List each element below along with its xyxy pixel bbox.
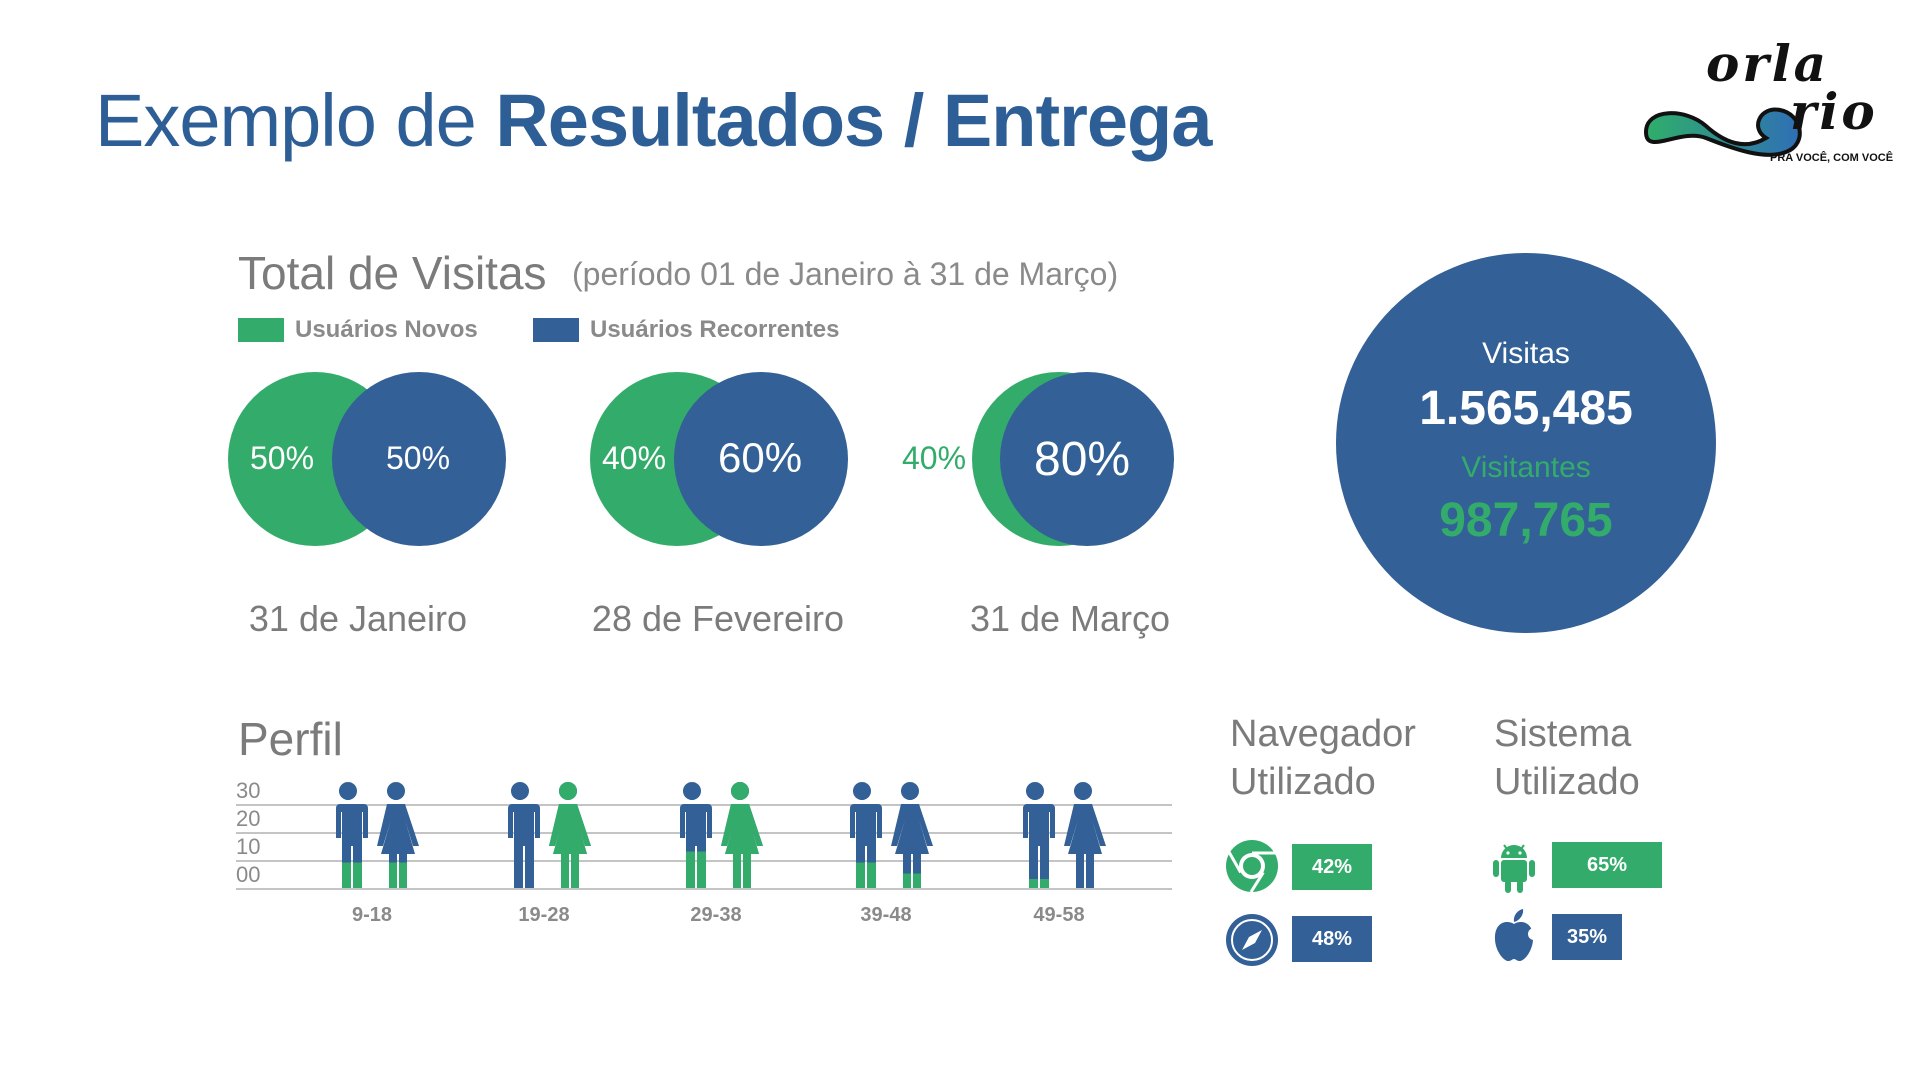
orla-rio-logo: orla rio PRA VOCÊ, COM VOCÊ — [1640, 34, 1893, 172]
male-figure-icon — [1019, 782, 1055, 888]
legend-swatch-new — [238, 318, 284, 342]
month-label-february: 28 de Fevereiro — [591, 598, 845, 639]
male-figure-icon — [332, 782, 368, 888]
pct-returning-march: 80% — [1034, 433, 1131, 486]
male-figure-body — [504, 782, 540, 888]
page-title: Exemplo de Resultados / Entrega — [95, 78, 1212, 163]
male-figure-icon — [846, 782, 882, 888]
logo-text-bottom: rio — [1790, 82, 1878, 141]
logo-text-top: orla — [1706, 34, 1830, 93]
visits-value: 1.565,485 — [1419, 382, 1633, 435]
female-figure-fill — [377, 862, 419, 888]
legend-label-new: Usuários Novos — [295, 316, 478, 343]
profile-chart: 30 20 10 00 9-18 19-28 29-38 39-48 49-58 — [236, 776, 1172, 926]
visits-heading: Total de Visitas — [238, 247, 547, 299]
male-figure-fill — [1019, 879, 1055, 888]
logo-tagline: PRA VOCÊ, COM VOCÊ — [1770, 152, 1894, 164]
visits-label: Visitas — [1482, 337, 1570, 370]
browser-heading-line1: Navegador — [1230, 713, 1416, 755]
title-bold: Resultados / Entrega — [495, 79, 1212, 162]
profile-heading: Perfil — [238, 713, 343, 765]
apple-icon — [1490, 908, 1540, 964]
visitors-value: 987,765 — [1439, 494, 1613, 547]
axis-label-20: 20 — [236, 806, 261, 831]
browser-chrome-pct: 42% — [1292, 844, 1372, 890]
circle-returning-march — [1000, 372, 1174, 546]
pct-new-january: 50% — [250, 440, 315, 476]
browser-heading: Navegador Utilizado — [1230, 710, 1416, 806]
axis-label-00: 00 — [236, 862, 261, 887]
figures-layer: 9-18 19-28 29-38 39-48 49-58 — [236, 776, 1172, 926]
age-label: 29-38 — [690, 904, 742, 926]
system-heading-line2: Utilizado — [1494, 761, 1640, 803]
browser-heading-line2: Utilizado — [1230, 761, 1376, 803]
venn-march: 40% 80% — [900, 372, 1180, 547]
system-android-pct: 65% — [1552, 842, 1662, 888]
female-figure-fill — [549, 782, 591, 888]
circle-returning-february — [674, 372, 848, 546]
female-figure-fill — [891, 873, 933, 888]
female-figure-icon — [891, 782, 933, 888]
legend-label-returning: Usuários Recorrentes — [590, 316, 840, 343]
logo-mark — [1643, 107, 1802, 157]
age-label: 49-58 — [1033, 904, 1085, 926]
system-apple-pct: 35% — [1552, 914, 1622, 960]
summary-circle: Visitas 1.565,485 Visitantes 987,765 — [1336, 253, 1716, 633]
circle-returning-january — [332, 372, 506, 546]
male-figure-body — [1019, 782, 1055, 888]
pct-returning-february: 60% — [718, 434, 803, 481]
legend-swatch-returning — [533, 318, 579, 342]
age-label: 39-48 — [860, 904, 912, 926]
title-light: Exemplo de — [95, 79, 496, 162]
venn-february: 40% 60% — [590, 372, 850, 547]
female-figure-icon — [377, 782, 419, 888]
pct-new-march: 40% — [902, 440, 967, 476]
visits-period: (período 01 de Janeiro à 31 de Março) — [572, 256, 1119, 292]
male-figure-fill — [332, 862, 368, 888]
male-figure-fill — [846, 862, 882, 888]
android-icon — [1492, 838, 1536, 894]
female-figure-body — [1064, 782, 1106, 888]
female-figure-icon — [1064, 782, 1106, 888]
male-figure-icon — [504, 782, 540, 888]
browser-safari-pct: 48% — [1292, 916, 1372, 962]
chrome-icon — [1224, 838, 1280, 894]
system-heading-line1: Sistema — [1494, 713, 1632, 755]
safari-icon — [1224, 912, 1280, 968]
gridline — [236, 888, 1172, 890]
month-label-march: 31 de Março — [969, 598, 1171, 639]
age-label: 19-28 — [518, 904, 570, 926]
female-figure-fill — [721, 782, 763, 888]
male-figure-fill — [676, 851, 712, 888]
pct-returning-january: 50% — [386, 440, 451, 476]
female-figure-icon — [721, 782, 763, 888]
axis-label-30: 30 — [236, 778, 261, 803]
male-figure-icon — [676, 782, 712, 888]
visitors-label: Visitantes — [1461, 451, 1591, 484]
age-label: 9-18 — [351, 904, 393, 926]
female-figure-icon — [549, 782, 591, 888]
axis-label-10: 10 — [236, 834, 261, 859]
pct-new-february: 40% — [602, 440, 667, 476]
venn-january: 50% 50% — [228, 372, 508, 547]
month-label-january: 31 de Janeiro — [248, 598, 468, 639]
system-heading: Sistema Utilizado — [1494, 710, 1640, 806]
